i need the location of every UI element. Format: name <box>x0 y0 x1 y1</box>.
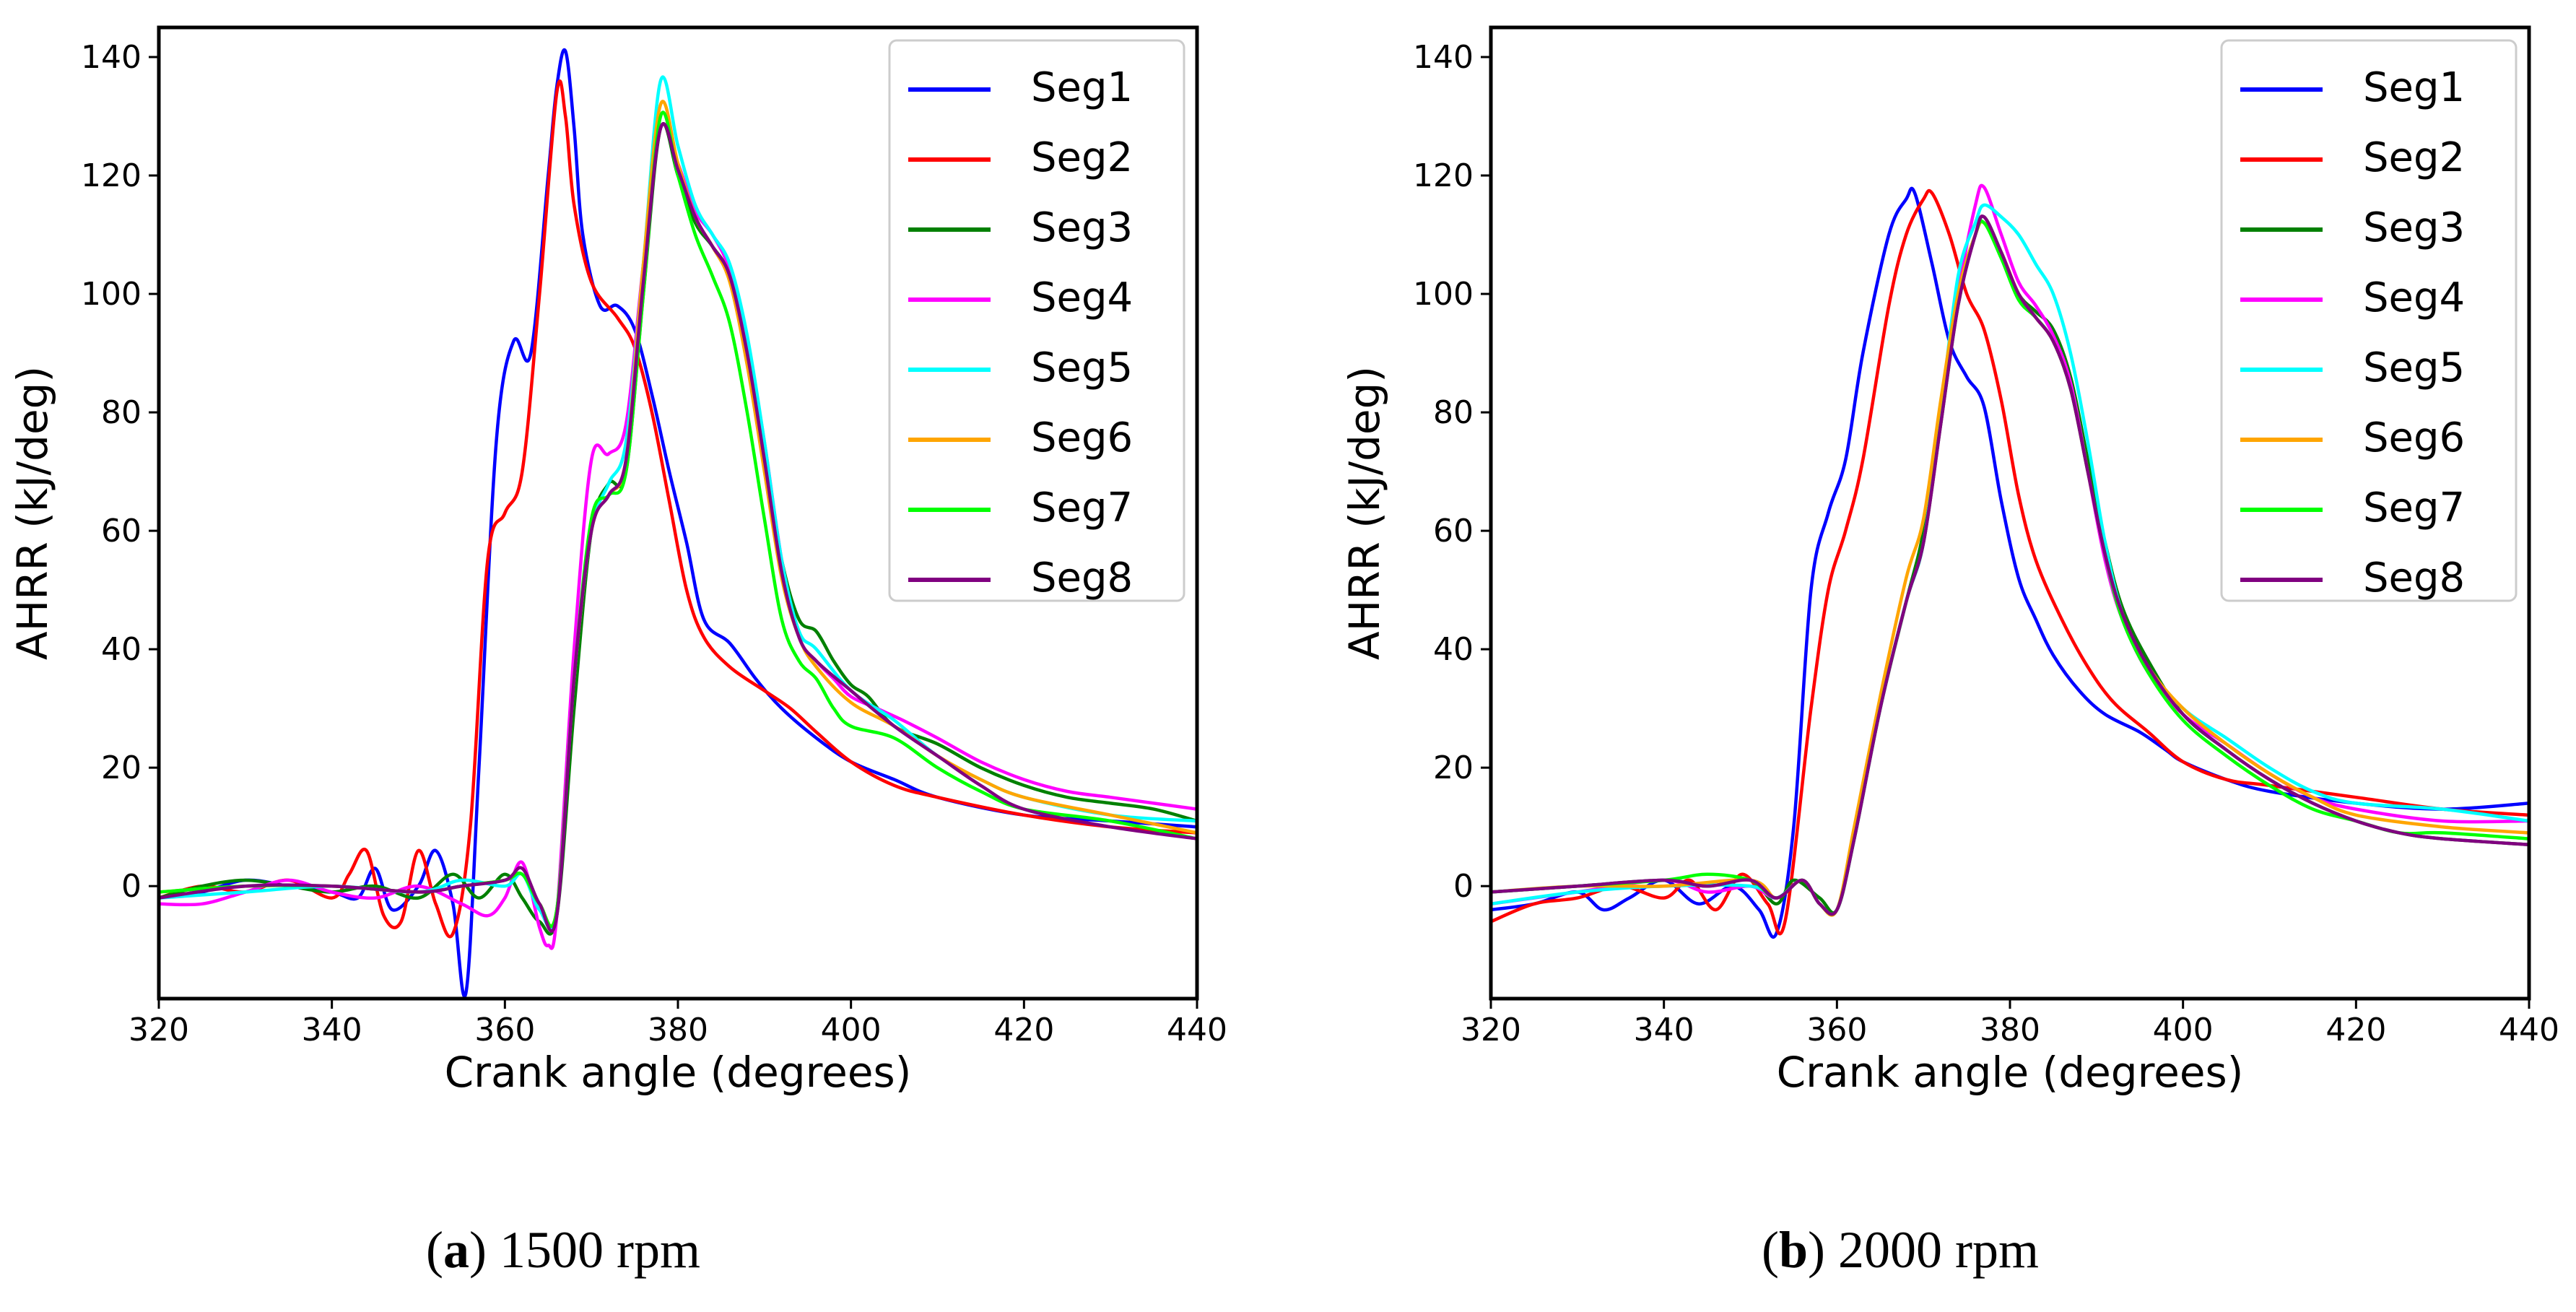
x-tick-label: 400 <box>821 1012 882 1048</box>
legend-label-seg5: Seg5 <box>1031 344 1133 391</box>
y-tick-label: 20 <box>1433 750 1474 786</box>
y-axis-label: AHRR (kJ/deg) <box>8 366 57 660</box>
x-tick-label: 360 <box>474 1012 535 1048</box>
x-axis-label: Crank angle (degrees) <box>445 1048 912 1097</box>
y-tick-label: 140 <box>1413 39 1474 76</box>
legend-label-seg8: Seg8 <box>2363 555 2465 601</box>
legend-label-seg1: Seg1 <box>1031 64 1133 111</box>
legend-label-seg6: Seg6 <box>1031 414 1133 461</box>
legend-label-seg2: Seg2 <box>1031 134 1133 181</box>
caption-a-text: 1500 rpm <box>500 1221 700 1279</box>
chart-panel-b: 320 340 360 380 400 420 440 0 20 40 60 80 100 120 140 C… <box>1340 27 2559 1097</box>
y-tick-label: 0 <box>121 868 142 905</box>
x-tick-label: 340 <box>302 1012 362 1048</box>
y-tick-label: 80 <box>101 394 142 431</box>
y-tick-label: 0 <box>1453 868 1474 905</box>
x-tick-label: 420 <box>2325 1012 2386 1048</box>
x-tick-label: 360 <box>1806 1012 1867 1048</box>
legend-label-seg6: Seg6 <box>2363 414 2465 461</box>
x-tick-label: 380 <box>1980 1012 2040 1048</box>
legend-label-seg3: Seg3 <box>2363 204 2465 251</box>
x-tick-label: 420 <box>993 1012 1054 1048</box>
legend-label-seg7: Seg7 <box>2363 485 2465 531</box>
legend-label-seg2: Seg2 <box>2363 134 2465 181</box>
legend-label-seg1: Seg1 <box>2363 64 2465 111</box>
y-tick-label: 60 <box>1433 513 1474 549</box>
y-tick-label: 100 <box>81 276 142 313</box>
y-tick-label: 40 <box>101 631 142 668</box>
y-tick-label: 140 <box>81 39 142 76</box>
legend: Seg1 Seg2 Seg3 Seg4 Seg5 Seg6 Seg7 Seg8 <box>2222 40 2516 601</box>
legend-label-seg8: Seg8 <box>1031 555 1133 601</box>
x-tick-label: 320 <box>129 1012 189 1048</box>
x-tick-label: 340 <box>1634 1012 1694 1048</box>
y-tick-label: 80 <box>1433 394 1474 431</box>
legend-label-seg3: Seg3 <box>1031 204 1133 251</box>
caption-b: (b) 2000 rpm <box>1762 1220 2039 1280</box>
caption-a: (a) 1500 rpm <box>426 1220 700 1280</box>
y-tick-label: 100 <box>1413 276 1474 313</box>
x-axis-label: Crank angle (degrees) <box>1777 1048 2244 1097</box>
y-tick-label: 120 <box>81 157 142 194</box>
legend-label-seg4: Seg4 <box>2363 274 2465 321</box>
x-tick-label: 380 <box>648 1012 708 1048</box>
x-tick-label: 400 <box>2153 1012 2214 1048</box>
x-tick-label: 440 <box>2499 1012 2559 1048</box>
caption-a-letter: a <box>443 1221 469 1279</box>
legend-label-seg4: Seg4 <box>1031 274 1133 321</box>
y-tick-label: 60 <box>101 513 142 549</box>
caption-b-text: 2000 rpm <box>1838 1221 2039 1279</box>
legend: Seg1 Seg2 Seg3 Seg4 Seg5 Seg6 Seg7 Seg8 <box>889 40 1184 601</box>
y-tick-label: 40 <box>1433 631 1474 668</box>
y-tick-label: 20 <box>101 750 142 786</box>
x-tick-label: 320 <box>1461 1012 1521 1048</box>
caption-b-letter: b <box>1779 1221 1808 1279</box>
legend-label-seg5: Seg5 <box>2363 344 2465 391</box>
x-tick-label: 440 <box>1167 1012 1227 1048</box>
y-axis-label: AHRR (kJ/deg) <box>1340 366 1389 660</box>
legend-label-seg7: Seg7 <box>1031 485 1133 531</box>
y-tick-label: 120 <box>1413 157 1474 194</box>
figure: 320 340 360 380 400 420 440020406080100120140C… <box>0 0 2576 1312</box>
chart-panel-a: 320 340 360 380 400 420 440 0 20 40 60 80 100 120 140 C… <box>8 27 1227 1097</box>
